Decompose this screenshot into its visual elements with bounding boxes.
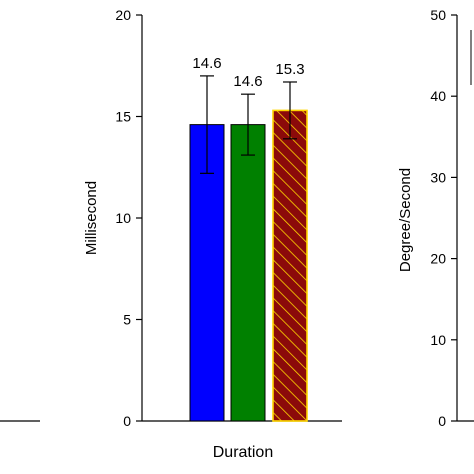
right-y-tick-label: 50 <box>430 7 446 23</box>
right-y-axis-label: Degree/Second <box>397 168 414 272</box>
bar-3 <box>272 109 308 422</box>
center-x-axis-label: Duration <box>213 444 273 461</box>
bar-value-label-3: 15.3 <box>275 61 304 78</box>
center-y-tick-label: 15 <box>115 109 131 125</box>
center-chart: 0 5 10 15 20 14.6 14.6 15.3 Millisecond Durati… <box>83 7 342 461</box>
bar-value-label-1: 14.6 <box>192 55 221 72</box>
center-y-tick-label: 20 <box>115 7 131 23</box>
center-y-tick-label: 5 <box>123 312 131 328</box>
center-bars: 14.6 14.6 15.3 <box>189 55 308 422</box>
center-y-tick-label: 10 <box>115 210 131 226</box>
right-chart: 0 10 20 30 40 50 Degree/Second <box>397 7 474 429</box>
right-y-tick-label: 0 <box>438 413 446 429</box>
right-y-tick-label: 30 <box>430 169 446 185</box>
center-y-axis-label: Millisecond <box>83 181 100 255</box>
bar-2 <box>230 124 266 422</box>
right-y-ticks: 0 10 20 30 40 50 <box>430 7 457 429</box>
right-y-tick-label: 20 <box>430 251 446 267</box>
bar-value-label-2: 14.6 <box>233 73 262 90</box>
right-y-tick-label: 40 <box>430 88 446 104</box>
center-y-tick-label: 0 <box>123 413 131 429</box>
right-y-tick-label: 10 <box>430 332 446 348</box>
bar-1 <box>189 124 225 422</box>
center-y-ticks: 0 5 10 15 20 <box>115 7 142 429</box>
